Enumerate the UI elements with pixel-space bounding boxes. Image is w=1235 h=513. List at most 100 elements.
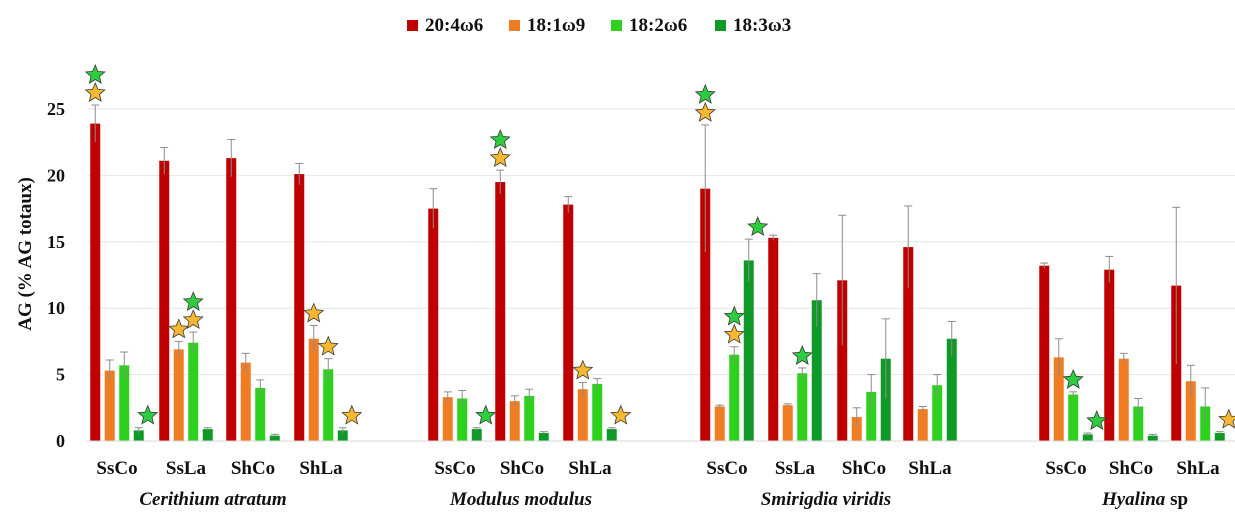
orange-star-icon [168, 318, 190, 339]
bar [1053, 357, 1064, 441]
group-name: Modulus modulus [449, 489, 592, 510]
group-labels: Cerithium atratum Modulus modulus Smirigdi… [139, 489, 1188, 510]
legend-swatch [407, 20, 418, 31]
green-star-icon [84, 63, 106, 84]
bar [442, 397, 453, 441]
bar [1068, 394, 1079, 441]
bar [797, 373, 808, 441]
bar [240, 362, 251, 441]
category-label: ShCo [231, 458, 275, 479]
bar-series [90, 123, 1225, 442]
orange-star-icon [303, 302, 325, 323]
category-label: ShCo [842, 458, 886, 479]
bar [104, 370, 115, 441]
category-label: SsCo [706, 458, 747, 479]
bar [932, 385, 943, 441]
green-star-icon [723, 305, 745, 326]
orange-star-icon [723, 323, 745, 344]
category-label: ShLa [1176, 458, 1220, 479]
y-tick-label: 20 [47, 165, 65, 185]
category-label: SsCo [434, 458, 475, 479]
orange-star-icon [182, 309, 204, 330]
bar [524, 395, 535, 441]
group-label: Cerithium atratum [139, 489, 286, 510]
bar [1185, 381, 1196, 441]
bar [1082, 434, 1093, 441]
bar [269, 435, 280, 441]
category-label: SsLa [166, 458, 207, 479]
orange-star-icon [84, 81, 106, 102]
bar [308, 338, 319, 441]
bar [471, 429, 482, 441]
bar [729, 354, 740, 441]
legend-label: 18:3ω3 [733, 15, 791, 36]
bar [782, 405, 793, 441]
bar [188, 342, 199, 441]
green-star-icon [182, 291, 204, 312]
category-labels: SsCo SsLa ShCo ShLa SsCo ShCo ShLa SsCo SsLa ShCo… [96, 458, 1220, 479]
orange-star-icon [694, 101, 716, 122]
category-label: ShLa [568, 458, 612, 479]
group-name: Hyalina [1101, 489, 1166, 510]
bar [577, 389, 588, 441]
green-star-icon [1086, 409, 1108, 430]
group-name: Cerithium atratum [139, 489, 286, 510]
bar [173, 349, 184, 441]
legend-swatch [715, 20, 726, 31]
bar [1133, 406, 1144, 441]
y-tick-label: 10 [47, 298, 65, 318]
bar [337, 430, 348, 441]
group-name: Smirigdia viridis [761, 489, 891, 510]
bar [323, 369, 334, 441]
bar [226, 158, 237, 442]
green-star-icon [475, 404, 497, 425]
green-star-icon [137, 404, 159, 425]
bar [1214, 433, 1225, 441]
bar [1147, 435, 1158, 441]
error-bars [91, 104, 1224, 438]
y-tick-label: 15 [47, 232, 65, 252]
green-star-icon [791, 344, 813, 365]
bar [1118, 358, 1129, 441]
green-star-icon [489, 129, 511, 150]
bar [133, 430, 144, 441]
bar [457, 398, 468, 441]
category-label: ShCo [500, 458, 544, 479]
group-label: Smirigdia viridis [761, 489, 891, 510]
bar [866, 391, 877, 441]
bar [90, 123, 101, 441]
y-tick-label: 0 [56, 431, 65, 451]
orange-star-icon [317, 335, 339, 356]
y-tick-label: 5 [56, 365, 65, 385]
bar [119, 365, 130, 441]
bar [563, 204, 574, 441]
orange-star-icon [610, 404, 632, 425]
bar [202, 429, 213, 441]
green-star-icon [1062, 368, 1084, 389]
group-label: Modulus modulus [449, 489, 592, 510]
legend-label: 18:1ω9 [527, 15, 585, 36]
bar [714, 406, 725, 441]
y-tick-label: 25 [47, 99, 65, 119]
orange-star-icon [341, 404, 363, 425]
bar [428, 208, 439, 441]
category-label: SsCo [96, 458, 137, 479]
legend-swatch [611, 20, 622, 31]
bar [509, 401, 520, 441]
green-star-icon [747, 216, 769, 237]
legend-label: 18:2ω6 [629, 15, 687, 36]
category-label: SsCo [1045, 458, 1086, 479]
orange-star-icon [1218, 408, 1235, 429]
bar [159, 160, 170, 442]
category-label: SsLa [775, 458, 816, 479]
bar [851, 417, 862, 441]
significance-stars [84, 63, 1235, 430]
chart-legend: 20:4ω6 18:1ω9 18:2ω6 18:3ω3 [407, 15, 791, 36]
bar [606, 429, 617, 441]
green-star-icon [694, 83, 716, 104]
bar [917, 409, 928, 441]
legend-label: 20:4ω6 [425, 15, 483, 36]
bar [768, 237, 779, 441]
orange-star-icon [572, 359, 594, 380]
bar [880, 358, 891, 441]
